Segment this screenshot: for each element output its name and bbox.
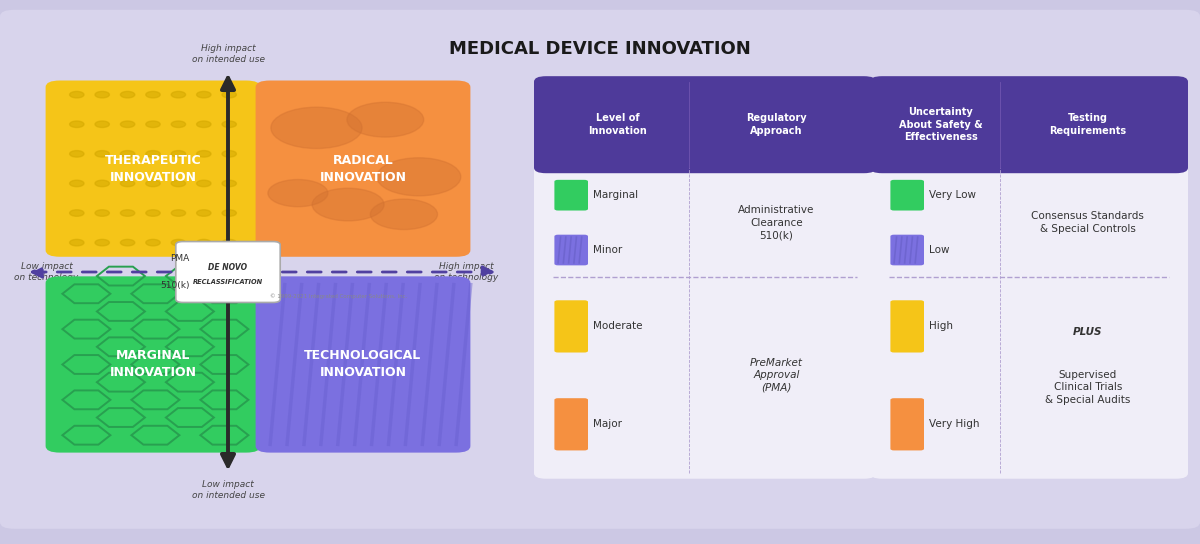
FancyBboxPatch shape — [554, 398, 588, 450]
FancyBboxPatch shape — [0, 10, 1200, 529]
Circle shape — [197, 151, 211, 157]
FancyBboxPatch shape — [890, 398, 924, 450]
Text: Marginal: Marginal — [593, 190, 638, 200]
FancyBboxPatch shape — [534, 76, 876, 479]
Circle shape — [197, 239, 211, 246]
Circle shape — [70, 239, 84, 246]
Text: MARGINAL
INNOVATION: MARGINAL INNOVATION — [109, 349, 197, 380]
FancyBboxPatch shape — [890, 180, 924, 211]
Circle shape — [271, 107, 362, 149]
Text: Level of
Innovation: Level of Innovation — [588, 114, 647, 136]
Text: Testing
Requirements: Testing Requirements — [1049, 114, 1127, 136]
Circle shape — [172, 91, 186, 98]
Text: Regulatory
Approach: Regulatory Approach — [746, 114, 806, 136]
Text: Administrative
Clearance
510(k): Administrative Clearance 510(k) — [738, 205, 815, 240]
FancyBboxPatch shape — [890, 234, 924, 265]
Circle shape — [197, 121, 211, 127]
FancyBboxPatch shape — [256, 81, 470, 257]
Circle shape — [95, 239, 109, 246]
Text: High impact
on technology: High impact on technology — [433, 262, 498, 282]
Text: RECLASSIFICATION: RECLASSIFICATION — [193, 279, 263, 285]
Circle shape — [120, 180, 134, 187]
Text: Low impact
on technology: Low impact on technology — [14, 262, 79, 282]
Text: Very Low: Very Low — [929, 190, 976, 200]
Text: Supervised
Clinical Trials
& Special Audits: Supervised Clinical Trials & Special Aud… — [1045, 370, 1130, 405]
Circle shape — [70, 210, 84, 217]
Circle shape — [120, 91, 134, 98]
Text: PMA: PMA — [170, 254, 190, 263]
Text: High: High — [929, 322, 953, 331]
Circle shape — [197, 91, 211, 98]
Circle shape — [95, 151, 109, 157]
Circle shape — [172, 210, 186, 217]
Text: Major: Major — [593, 419, 622, 429]
Text: THERAPEUTIC
INNOVATION: THERAPEUTIC INNOVATION — [104, 153, 202, 184]
Circle shape — [146, 91, 161, 98]
Circle shape — [95, 210, 109, 217]
FancyBboxPatch shape — [554, 180, 588, 211]
Text: RADICAL
INNOVATION: RADICAL INNOVATION — [319, 153, 407, 184]
Circle shape — [172, 180, 186, 187]
FancyBboxPatch shape — [534, 76, 876, 173]
Circle shape — [146, 180, 161, 187]
Circle shape — [172, 151, 186, 157]
Circle shape — [222, 121, 236, 127]
Circle shape — [222, 151, 236, 157]
FancyBboxPatch shape — [256, 276, 470, 453]
Circle shape — [70, 180, 84, 187]
Text: Low impact
on intended use: Low impact on intended use — [192, 480, 264, 500]
FancyBboxPatch shape — [890, 300, 924, 353]
Circle shape — [120, 210, 134, 217]
Circle shape — [70, 91, 84, 98]
FancyBboxPatch shape — [46, 81, 260, 257]
Circle shape — [95, 180, 109, 187]
Circle shape — [172, 239, 186, 246]
Circle shape — [70, 151, 84, 157]
Circle shape — [222, 91, 236, 98]
Text: PLUS: PLUS — [1073, 327, 1103, 337]
Text: Uncertainty
About Safety &
Effectiveness: Uncertainty About Safety & Effectiveness — [899, 107, 983, 142]
Text: High impact
on intended use: High impact on intended use — [192, 44, 264, 64]
Circle shape — [146, 210, 161, 217]
Text: © 1999-2021 Integrated Computer Solutions, Inc.: © 1999-2021 Integrated Computer Solution… — [270, 294, 407, 299]
Text: Consensus Standards
& Special Controls: Consensus Standards & Special Controls — [1031, 212, 1145, 234]
Circle shape — [120, 151, 134, 157]
Text: TECHNOLOGICAL
INNOVATION: TECHNOLOGICAL INNOVATION — [305, 349, 421, 380]
Text: Low: Low — [929, 245, 949, 255]
Text: Very High: Very High — [929, 419, 979, 429]
Circle shape — [197, 180, 211, 187]
Text: Minor: Minor — [593, 245, 622, 255]
FancyBboxPatch shape — [46, 276, 260, 453]
Circle shape — [146, 239, 161, 246]
Circle shape — [222, 180, 236, 187]
FancyBboxPatch shape — [870, 76, 1188, 479]
Text: DE NOVO: DE NOVO — [209, 263, 247, 272]
Circle shape — [347, 102, 424, 137]
Circle shape — [268, 180, 328, 207]
Circle shape — [197, 210, 211, 217]
Text: PreMarket
Approval
(PMA): PreMarket Approval (PMA) — [750, 358, 803, 393]
Circle shape — [371, 199, 438, 230]
Circle shape — [146, 151, 161, 157]
Circle shape — [120, 239, 134, 246]
FancyBboxPatch shape — [870, 76, 1188, 173]
Circle shape — [377, 158, 461, 196]
Circle shape — [95, 91, 109, 98]
Text: Moderate: Moderate — [593, 322, 642, 331]
FancyBboxPatch shape — [554, 234, 588, 265]
Circle shape — [172, 121, 186, 127]
Text: MEDICAL DEVICE INNOVATION: MEDICAL DEVICE INNOVATION — [449, 40, 751, 58]
Circle shape — [222, 239, 236, 246]
Circle shape — [70, 121, 84, 127]
Circle shape — [95, 121, 109, 127]
Circle shape — [312, 188, 384, 221]
Circle shape — [146, 121, 161, 127]
Circle shape — [222, 210, 236, 217]
FancyBboxPatch shape — [175, 242, 281, 302]
FancyBboxPatch shape — [554, 300, 588, 353]
Circle shape — [120, 121, 134, 127]
Text: 510(k): 510(k) — [160, 281, 190, 290]
